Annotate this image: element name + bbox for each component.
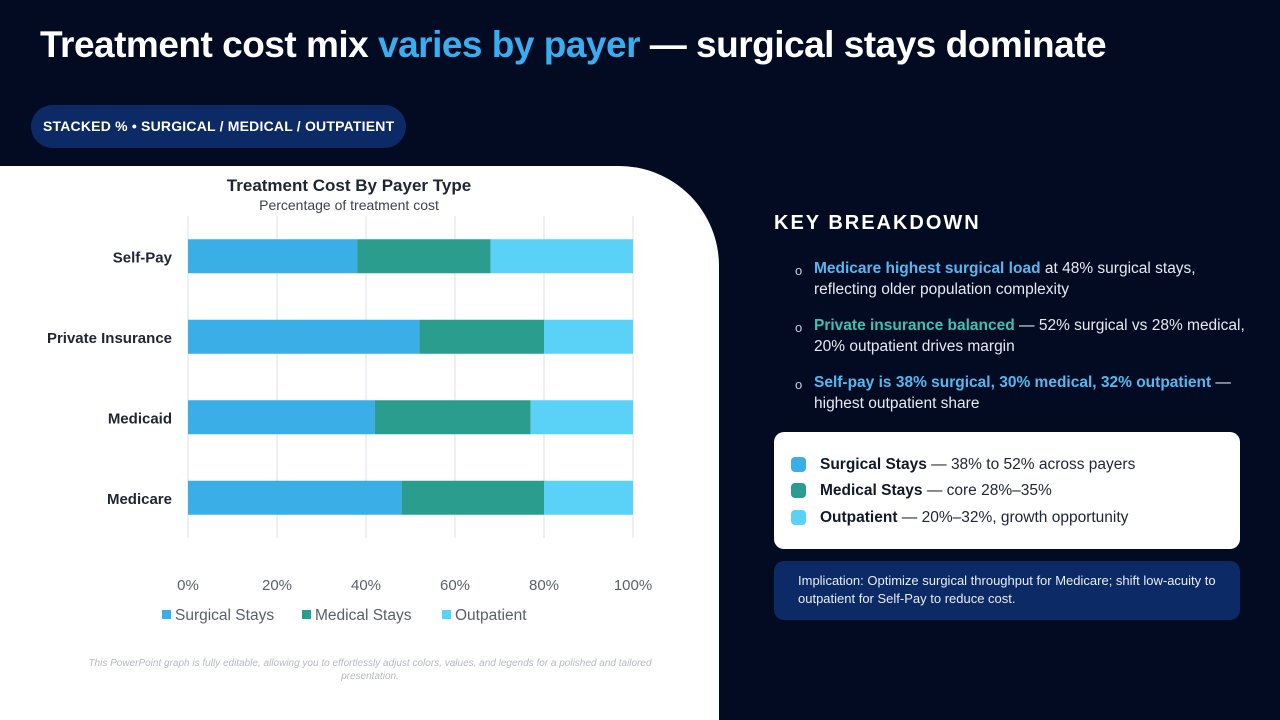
bar-segment: [544, 480, 633, 515]
stacked-bar-chart: Treatment Cost By Payer Type Percentage o…: [47, 176, 652, 624]
legend-swatch: [162, 610, 171, 619]
legend-card: Surgical Stays — 38% to 52% across payer…: [774, 432, 1240, 549]
breakdown-highlight: Medicare highest surgical load: [814, 260, 1041, 277]
medical-swatch: [791, 483, 806, 498]
legend-card-desc: — 20%–32%, growth opportunity: [897, 509, 1129, 526]
breakdown-text: at 48% surgical stays, reflecting older …: [814, 260, 1196, 298]
page-title: Treatment cost mix varies by payer — sur…: [40, 24, 1107, 66]
bar-segment: [401, 480, 544, 515]
legend-swatch: [302, 610, 311, 619]
outpatient-swatch: [791, 510, 806, 525]
breakdown-highlight: Self-pay is 38% surgical, 30% medical, 3…: [814, 374, 1212, 391]
breakdown-text: — highest outpatient share: [814, 374, 1231, 412]
title-part-1: Treatment cost mix: [40, 24, 379, 65]
legend-card-label: Outpatient: [820, 509, 898, 526]
bar-segment: [544, 319, 633, 354]
x-tick-label: 100%: [614, 577, 652, 594]
chart-title: Treatment Cost By Payer Type: [227, 176, 471, 195]
bar-segment: [188, 319, 420, 354]
bar-segment: [490, 239, 633, 274]
x-tick-label: 60%: [440, 577, 470, 594]
y-category-label: Medicaid: [108, 410, 172, 427]
title-part-2: — surgical stays dominate: [639, 24, 1107, 65]
legend-card-desc: — core 28%–35%: [922, 482, 1052, 499]
bullet-marker: o: [795, 263, 803, 278]
key-breakdown-heading: KEY BREAKDOWN: [774, 212, 981, 234]
legend-card-desc: — 38% to 52% across payers: [926, 456, 1136, 473]
bar-segment: [419, 319, 544, 354]
title-accent: varies by payer: [378, 24, 640, 65]
footnote: This PowerPoint graph is fully editable,…: [88, 658, 652, 682]
legend-label: Outpatient: [455, 607, 527, 624]
surgical-swatch: [791, 457, 806, 472]
breakdown-item-medicare: o Medicare highest surgical load at 48% s…: [795, 258, 1245, 300]
bullet-marker: o: [795, 377, 803, 392]
breakdown-item-selfpay: o Self-pay is 38% surgical, 30% medical, …: [795, 372, 1245, 414]
bar-segment: [188, 480, 402, 515]
implication-box: Implication: Optimize surgical throughpu…: [774, 561, 1240, 620]
legend-card-label: Medical Stays: [820, 482, 923, 499]
y-category-label: Self-Pay: [113, 249, 173, 266]
legend-swatch: [442, 610, 451, 619]
breakdown-highlight: Private insurance balanced: [814, 317, 1015, 334]
breakdown-item-private: o Private insurance balanced — 52% surgic…: [795, 315, 1245, 357]
legend-card-label: Surgical Stays: [820, 456, 927, 473]
breakdown-text: — 52% surgical vs 28% medical, 20% outpa…: [814, 317, 1245, 355]
bar-segment: [188, 400, 375, 435]
chart-type-pill: STACKED % • SURGICAL / MEDICAL / OUTPATI…: [31, 105, 407, 148]
x-tick-label: 0%: [177, 577, 199, 594]
x-tick-label: 20%: [262, 577, 292, 594]
y-category-label: Medicare: [107, 491, 172, 508]
bar-segment: [357, 239, 491, 274]
chart-panel: Treatment Cost By Payer Type Percentage o…: [0, 166, 719, 720]
x-tick-label: 80%: [529, 577, 559, 594]
bar-segment: [374, 400, 531, 435]
chart-subtitle: Percentage of treatment cost: [259, 197, 439, 213]
y-category-label: Private Insurance: [47, 330, 172, 347]
bar-segment: [530, 400, 633, 435]
bullet-marker: o: [795, 320, 803, 335]
legend-label: Surgical Stays: [175, 607, 274, 624]
legend-label: Medical Stays: [315, 607, 412, 624]
x-tick-label: 40%: [351, 577, 381, 594]
bar-segment: [188, 239, 358, 274]
breakdown-list: o Medicare highest surgical load at 48% s…: [795, 258, 1245, 429]
